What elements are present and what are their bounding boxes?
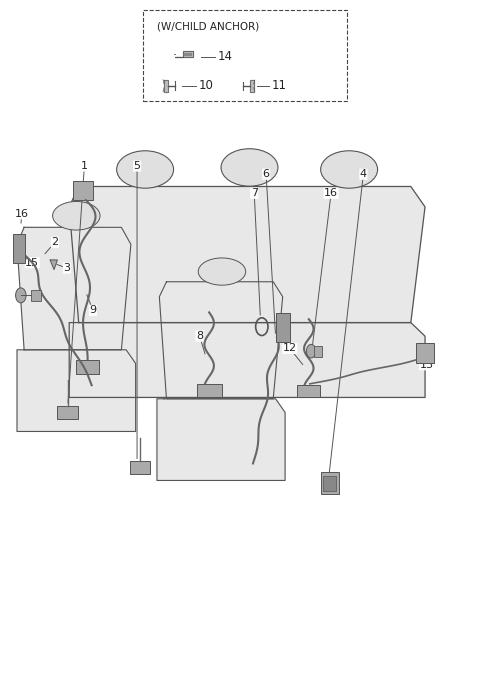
Bar: [143, 10, 347, 102]
Text: 6: 6: [263, 169, 270, 179]
Polygon shape: [17, 350, 136, 431]
Bar: [323, 475, 336, 490]
Text: 8: 8: [196, 331, 203, 341]
Bar: [76, 360, 99, 374]
Text: 13: 13: [420, 359, 433, 370]
Polygon shape: [50, 260, 57, 270]
Text: 7: 7: [251, 188, 258, 198]
Text: 1: 1: [81, 161, 88, 171]
Ellipse shape: [53, 202, 100, 230]
Text: 16: 16: [324, 188, 338, 198]
Text: 14: 14: [217, 50, 232, 63]
Polygon shape: [175, 51, 193, 58]
Bar: [13, 234, 25, 263]
Bar: [57, 405, 78, 419]
Text: (W/CHILD ANCHOR): (W/CHILD ANCHOR): [157, 22, 259, 32]
Polygon shape: [157, 399, 285, 480]
Bar: [197, 384, 222, 397]
Text: 4: 4: [360, 169, 367, 179]
Bar: [321, 472, 339, 494]
Ellipse shape: [198, 258, 246, 285]
Polygon shape: [164, 80, 168, 92]
Circle shape: [306, 344, 316, 358]
Bar: [313, 346, 322, 357]
Bar: [416, 343, 433, 364]
Circle shape: [15, 288, 26, 303]
Bar: [297, 385, 320, 397]
Text: 15: 15: [25, 258, 39, 268]
Polygon shape: [250, 80, 254, 91]
Text: 10: 10: [198, 80, 213, 93]
Polygon shape: [69, 322, 425, 397]
Text: 12: 12: [283, 344, 297, 353]
Polygon shape: [184, 53, 191, 55]
Bar: [73, 181, 93, 200]
Text: 16: 16: [15, 209, 29, 219]
Bar: [276, 313, 290, 342]
Ellipse shape: [221, 149, 278, 186]
Ellipse shape: [117, 151, 174, 188]
Text: 9: 9: [89, 305, 96, 316]
Text: 2: 2: [51, 237, 59, 247]
Polygon shape: [17, 227, 131, 350]
Text: 3: 3: [63, 263, 71, 273]
Polygon shape: [69, 187, 425, 322]
Polygon shape: [159, 282, 283, 399]
Text: 11: 11: [271, 80, 286, 93]
Bar: [130, 462, 150, 473]
Ellipse shape: [321, 151, 378, 188]
Text: 5: 5: [133, 161, 141, 171]
Bar: [31, 290, 41, 301]
